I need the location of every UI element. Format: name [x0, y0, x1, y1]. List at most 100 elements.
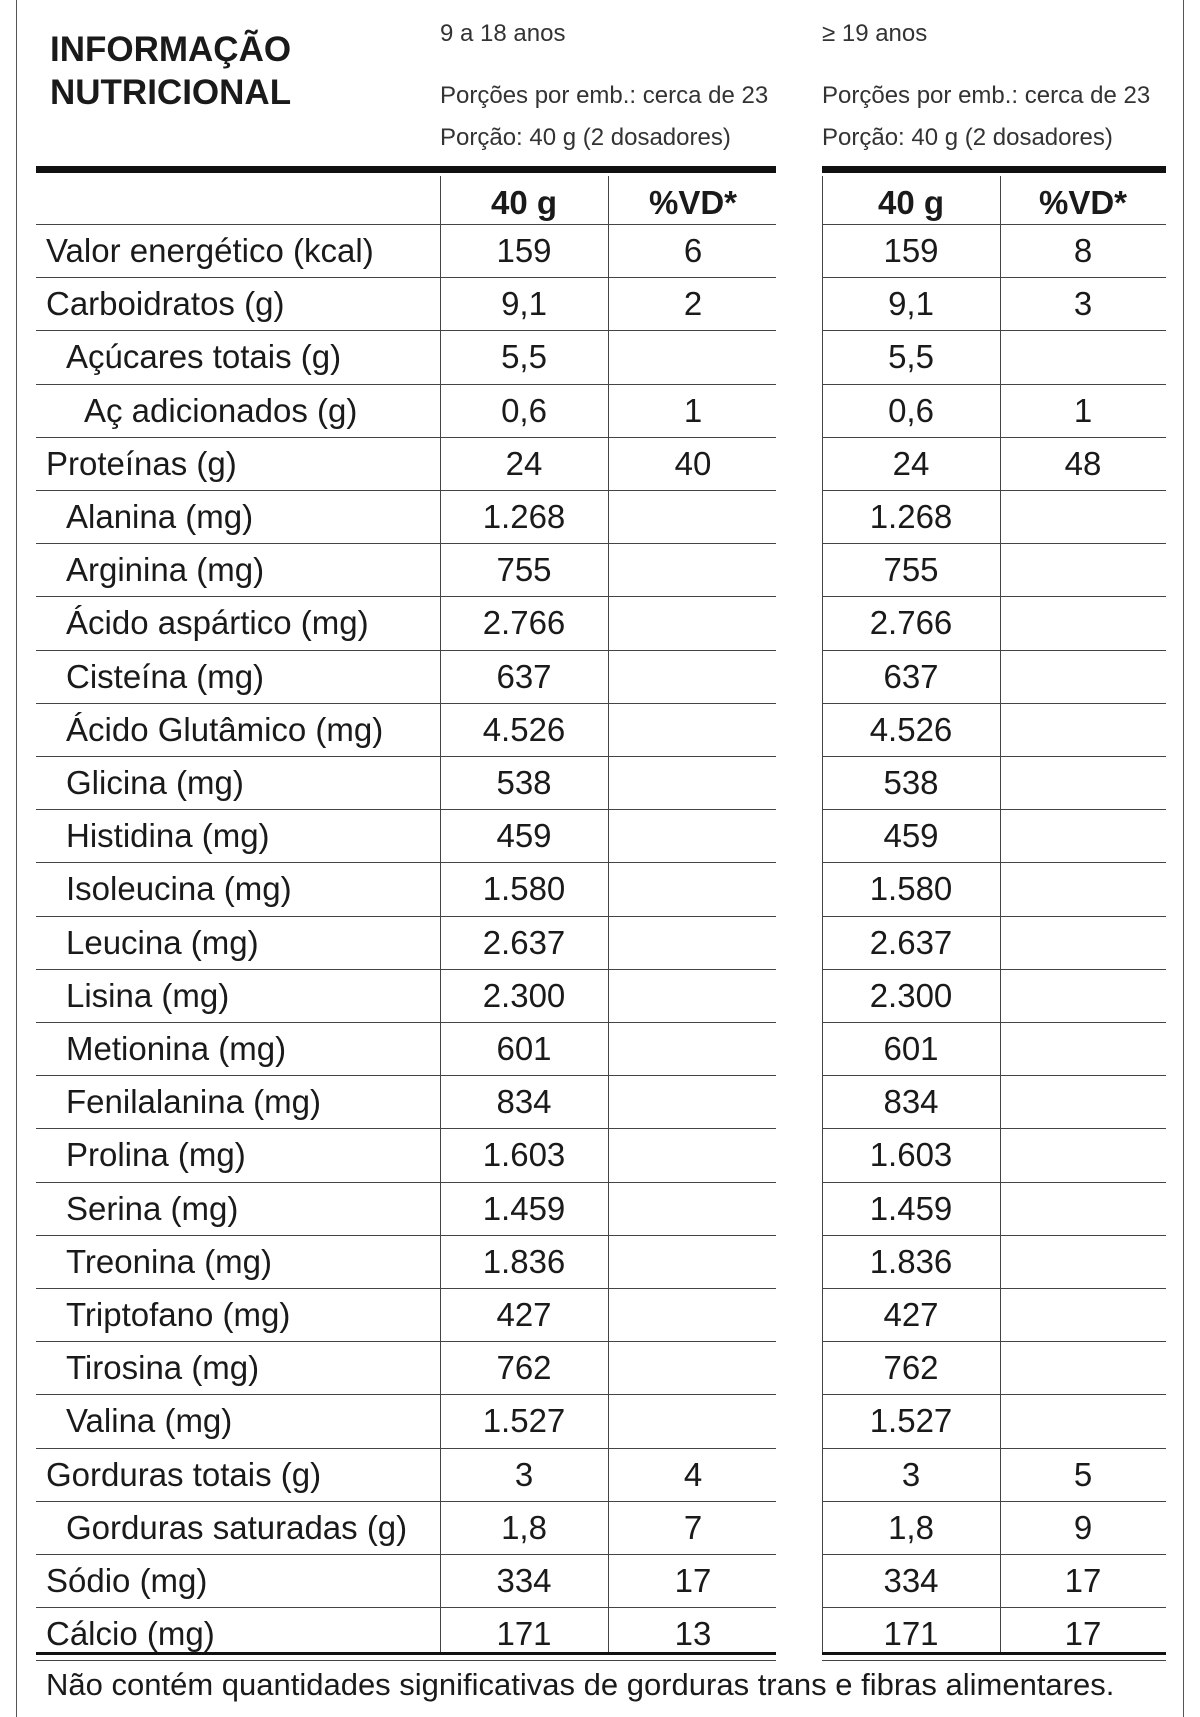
column-separator: [608, 176, 609, 1653]
footnote: Não contém quantidades significativas de…: [46, 1667, 1115, 1702]
nutrient-value: 1.459: [869, 1190, 953, 1227]
nutrient-value: [608, 1182, 778, 1235]
nutrient-value: [1000, 1182, 1166, 1235]
nutrient-value: [1000, 862, 1166, 915]
nutrient-value: [1000, 650, 1166, 703]
row-separator-right: [822, 756, 1166, 757]
nutrient-value: 13: [674, 1615, 712, 1652]
nutrient-value: 24: [892, 445, 930, 482]
nutrient-value: 755: [496, 551, 552, 588]
nutrient-value: 1.836: [482, 1243, 566, 1280]
nutrient-label: Ácido Glutâmico (mg): [66, 711, 384, 748]
nutrient-value: [608, 330, 778, 383]
nutrient-value: [608, 1075, 778, 1128]
bottom-bar-right: [822, 1652, 1166, 1655]
nutrient-value: 17: [1064, 1562, 1102, 1599]
frame-right-border: [1183, 0, 1184, 1717]
nutrient-value: 8: [1073, 232, 1093, 269]
nutrient-value: [1000, 809, 1166, 862]
nutrient-value: 1.580: [482, 870, 566, 907]
nutrient-value: [608, 596, 778, 649]
nutrient-value: [1000, 969, 1166, 1022]
row-separator-left: [36, 1288, 776, 1289]
label-title: INFORMAÇÃO NUTRICIONAL: [50, 28, 291, 114]
nutrient-value: [1000, 756, 1166, 809]
nutrient-label: Isoleucina (mg): [66, 870, 292, 907]
nutrient-value: 427: [883, 1296, 939, 1333]
group-1-age: 9 a 18 anos: [440, 20, 566, 47]
nutrient-label: Gorduras saturadas (g): [66, 1509, 408, 1546]
group-1-servings: Porções por emb.: cerca de 23: [440, 82, 769, 109]
row-separator-left: [36, 1607, 776, 1608]
row-separator-left: [36, 862, 776, 863]
nutrient-label: Metionina (mg): [66, 1030, 287, 1067]
nutrient-value: 755: [883, 551, 939, 588]
nutrient-label: Gorduras totais (g): [46, 1456, 322, 1493]
nutrient-value: 17: [1064, 1615, 1102, 1652]
frame-left-border: [16, 0, 17, 1717]
nutrient-value: 40: [674, 445, 712, 482]
nutrient-value: 1.603: [869, 1136, 953, 1173]
nutrient-value: [1000, 703, 1166, 756]
col-header-amount-2: 40 g: [877, 184, 945, 221]
row-separator-right: [822, 543, 1166, 544]
nutrient-label: Serina (mg): [66, 1190, 239, 1227]
row-separator-right: [822, 1660, 1166, 1661]
row-separator-right: [822, 1182, 1166, 1183]
row-separator-right: [822, 330, 1166, 331]
nutrient-value: [608, 1288, 778, 1341]
nutrient-label: Cálcio (mg): [46, 1615, 215, 1652]
bottom-bar-left: [36, 1652, 776, 1655]
nutrient-value: 171: [883, 1615, 939, 1652]
nutrient-value: 2.300: [869, 977, 953, 1014]
nutrient-value: [608, 1128, 778, 1181]
nutrient-value: 3: [901, 1456, 921, 1493]
row-separator-left: [36, 756, 776, 757]
nutrient-value: 1.268: [482, 498, 566, 535]
nutrient-value: [1000, 1022, 1166, 1075]
row-separator-left: [36, 809, 776, 810]
nutrient-value: 48: [1064, 445, 1102, 482]
nutrient-label: Proteínas (g): [46, 445, 237, 482]
row-separator-right: [822, 862, 1166, 863]
nutrient-value: 7: [683, 1509, 703, 1546]
nutrient-value: 6: [683, 232, 703, 269]
row-separator-left: [36, 916, 776, 917]
row-separator-right: [822, 1501, 1166, 1502]
row-separator-right: [822, 916, 1166, 917]
nutrient-value: 538: [496, 764, 552, 801]
nutrient-label: Sódio (mg): [46, 1562, 208, 1599]
col-header-dv-2: %VD*: [1038, 184, 1128, 221]
nutrient-value: [608, 543, 778, 596]
nutrient-value: 24: [505, 445, 543, 482]
nutrient-value: [1000, 543, 1166, 596]
nutrient-value: 762: [496, 1349, 552, 1386]
row-separator-left: [36, 1394, 776, 1395]
nutrient-value: 4.526: [869, 711, 953, 748]
nutrient-label: Valor energético (kcal): [46, 232, 374, 269]
row-separator-left: [36, 437, 776, 438]
nutrient-label: Aç adicionados (g): [84, 392, 358, 429]
row-separator-left: [36, 384, 776, 385]
nutrient-value: [608, 650, 778, 703]
nutrient-value: 2.300: [482, 977, 566, 1014]
column-separator: [440, 176, 441, 1653]
column-separator: [822, 176, 823, 1653]
nutrient-label: Fenilalanina (mg): [66, 1083, 321, 1120]
row-separator-left: [36, 650, 776, 651]
nutrient-label: Prolina (mg): [66, 1136, 246, 1173]
nutrient-value: [1000, 1128, 1166, 1181]
row-separator-right: [822, 1235, 1166, 1236]
nutrient-label: Lisina (mg): [66, 977, 230, 1014]
nutrient-value: 5,5: [888, 338, 934, 375]
row-separator-right: [822, 596, 1166, 597]
nutrient-value: 159: [883, 232, 939, 269]
row-separator-right: [822, 1075, 1166, 1076]
row-separator-right: [822, 277, 1166, 278]
col-header-dv-1: %VD*: [648, 184, 738, 221]
nutrient-value: 5,5: [501, 338, 547, 375]
nutrient-label: Leucina (mg): [66, 924, 259, 961]
nutrient-value: 0,6: [888, 392, 934, 429]
nutrient-label: Ácido aspártico (mg): [66, 604, 369, 641]
nutrient-value: [608, 862, 778, 915]
